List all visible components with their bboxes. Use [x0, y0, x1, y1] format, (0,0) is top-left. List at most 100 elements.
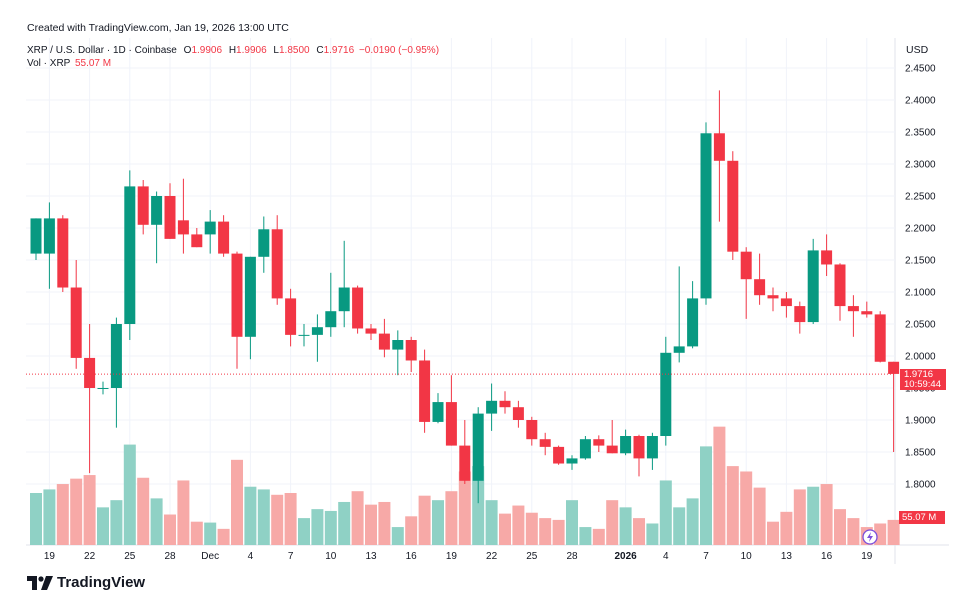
price-tick-label: 2.1500 — [905, 256, 936, 267]
volume-bar — [673, 507, 686, 545]
volume-bar — [110, 500, 123, 545]
candle-body — [821, 250, 833, 265]
candle — [392, 330, 404, 376]
tradingview-logo-icon — [27, 575, 53, 590]
volume-bar — [458, 471, 471, 545]
candle — [151, 191, 163, 264]
candle — [137, 180, 149, 235]
low-label: L — [273, 45, 279, 56]
candle-body — [754, 279, 766, 296]
candle-body — [673, 346, 685, 353]
candle-body — [271, 229, 283, 299]
candle-body — [124, 186, 136, 324]
volume-label: Vol · XRP — [27, 58, 71, 69]
volume-bar — [525, 512, 538, 545]
candle — [405, 336, 417, 372]
candle-body — [151, 196, 163, 225]
candle-body — [579, 439, 591, 459]
volume-bar — [820, 484, 833, 545]
candle — [177, 178, 189, 254]
candle — [43, 202, 55, 289]
candle — [847, 295, 859, 337]
ohlc-legend: XRP / U.S. Dollar · 1D · Coinbase O1.990… — [27, 45, 439, 56]
lightning-icon[interactable] — [862, 529, 878, 545]
candle-body — [405, 340, 417, 361]
candle — [285, 288, 297, 347]
time-tick-label: 7 — [703, 551, 709, 562]
candle-body — [177, 220, 189, 235]
candle — [754, 253, 766, 305]
open-value: 1.9906 — [191, 45, 223, 56]
time-tick-label: 28 — [566, 551, 578, 562]
candle — [432, 393, 444, 424]
candle — [646, 432, 658, 470]
candle-body — [30, 218, 42, 254]
candle-body — [365, 328, 377, 334]
candle — [191, 228, 203, 248]
volume-bar — [271, 494, 284, 545]
volume-bar — [123, 444, 136, 545]
volume-bar — [231, 459, 243, 545]
candle — [633, 434, 645, 477]
candle-body — [231, 253, 243, 337]
candlesticks — [30, 90, 900, 504]
candle-body — [218, 221, 230, 254]
candle — [298, 324, 310, 347]
tradingview-logo[interactable]: TradingView — [27, 574, 145, 591]
volume-bar — [686, 498, 699, 545]
volume-bar — [713, 426, 726, 545]
candle — [486, 383, 498, 431]
candle-body — [445, 402, 457, 446]
volume-value: 55.07 M — [74, 58, 112, 69]
candle-body — [633, 436, 645, 459]
currency-label[interactable]: USD — [906, 44, 929, 56]
time-tick-label: 28 — [164, 551, 176, 562]
candle — [124, 170, 136, 340]
symbol-label: XRP / U.S. Dollar · 1D · Coinbase — [27, 45, 177, 56]
candle-body — [687, 298, 699, 347]
candle — [164, 183, 176, 239]
time-tick-label: 25 — [124, 551, 136, 562]
price-axis: 2.4500 2.4000 2.3500 2.3000 2.2500 2.2000 2.15… — [905, 64, 936, 491]
change-value: −0.0190 (−0.95%) — [358, 45, 440, 56]
volume-bar — [807, 486, 820, 545]
price-tick-label: 2.3500 — [905, 128, 936, 139]
candle — [244, 256, 256, 360]
candle-body — [847, 306, 859, 312]
volume-bar — [633, 518, 645, 545]
volume-bar — [552, 519, 565, 545]
candle-body — [338, 287, 350, 312]
candle — [338, 240, 350, 328]
candle-body — [298, 334, 310, 336]
volume-bar — [432, 500, 444, 545]
candle — [352, 285, 364, 334]
candle — [807, 238, 819, 324]
candle — [97, 381, 109, 395]
last-price-tag: 1.9716 10:59:44 — [900, 369, 946, 390]
candle-body — [807, 250, 819, 323]
high-label: H — [228, 45, 237, 56]
candle — [57, 215, 69, 292]
candle-body — [553, 446, 565, 464]
candle — [419, 349, 431, 433]
candle-body — [258, 229, 270, 257]
volume-bar — [753, 487, 766, 545]
price-tick-label: 2.4000 — [905, 96, 936, 107]
volume-bar — [847, 518, 860, 545]
candle-body — [713, 133, 725, 161]
time-tick-label: 13 — [781, 551, 793, 562]
created-caption: Created with TradingView.com, Jan 19, 20… — [27, 22, 289, 34]
candle — [30, 218, 42, 260]
volume-bar — [566, 500, 578, 545]
candle-body — [740, 251, 752, 280]
volume-bar — [512, 505, 525, 545]
candle — [84, 324, 96, 474]
candle — [780, 292, 792, 318]
volume-bar — [646, 523, 659, 545]
candle-body — [352, 287, 364, 329]
candle-body — [70, 287, 82, 358]
candle-body — [325, 311, 337, 328]
volume-bar — [298, 518, 310, 545]
candle — [713, 90, 725, 222]
